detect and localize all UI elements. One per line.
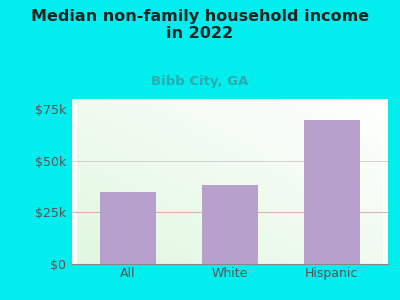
Text: Bibb City, GA: Bibb City, GA (151, 75, 249, 88)
Text: Median non-family household income
in 2022: Median non-family household income in 20… (31, 9, 369, 41)
Bar (304, 120, 360, 264)
Bar (100, 192, 156, 264)
Bar (202, 184, 258, 264)
